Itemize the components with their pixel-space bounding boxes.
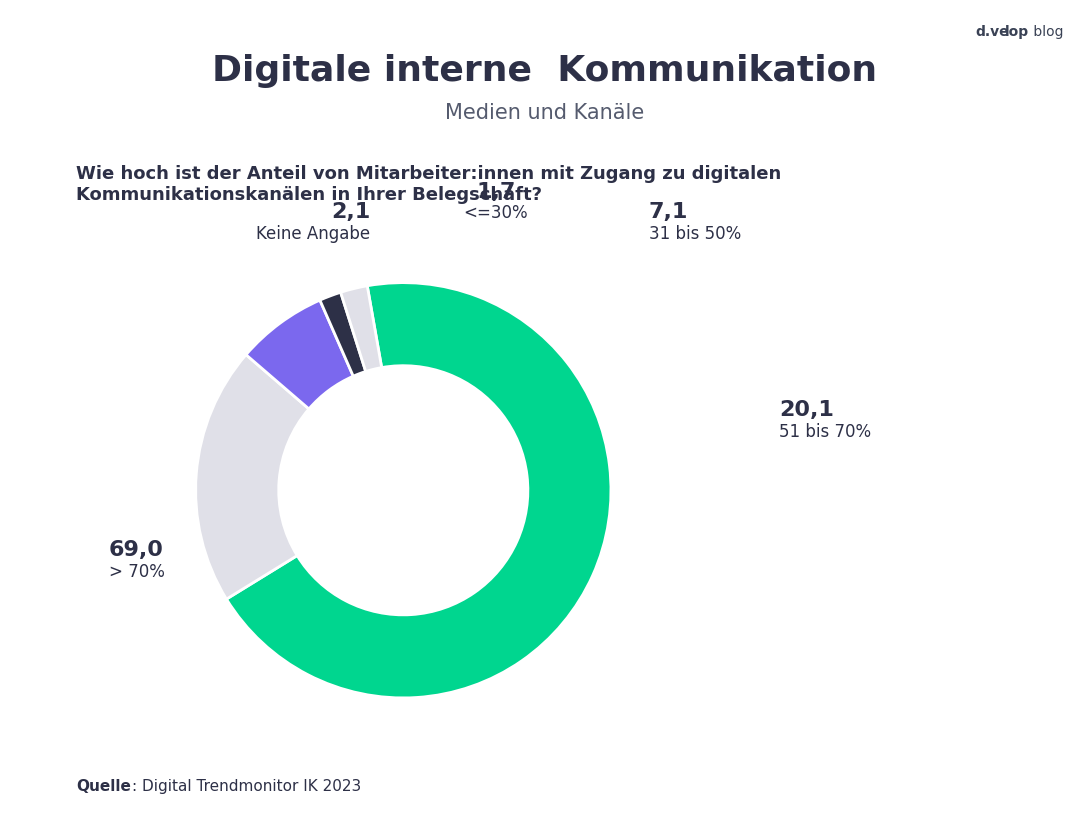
Wedge shape — [246, 300, 353, 409]
Text: Keine Angabe: Keine Angabe — [256, 225, 371, 243]
Wedge shape — [227, 283, 611, 698]
Wedge shape — [319, 293, 366, 377]
Text: 31 bis 50%: 31 bis 50% — [649, 225, 741, 243]
Text: 7,1: 7,1 — [649, 203, 688, 222]
Text: 51 bis 70%: 51 bis 70% — [779, 423, 872, 441]
Text: 69,0: 69,0 — [109, 541, 164, 560]
Wedge shape — [195, 354, 308, 599]
Text: 20,1: 20,1 — [779, 400, 834, 420]
Text: Digitale interne  Kommunikation: Digitale interne Kommunikation — [213, 54, 877, 87]
Text: 2,1: 2,1 — [331, 203, 371, 222]
Text: d.ve: d.ve — [976, 25, 1009, 39]
Text: : Digital Trendmonitor IK 2023: : Digital Trendmonitor IK 2023 — [132, 779, 361, 794]
Text: > 70%: > 70% — [109, 563, 165, 581]
Text: Wie hoch ist der Anteil von Mitarbeiter:innen mit Zugang zu digitalen
Kommunikat: Wie hoch ist der Anteil von Mitarbeiter:… — [76, 165, 782, 204]
Wedge shape — [341, 286, 382, 372]
Text: lop: lop — [1005, 25, 1029, 39]
Text: 1,7: 1,7 — [476, 182, 516, 202]
Text: blog: blog — [1029, 25, 1064, 39]
Text: <=30%: <=30% — [463, 204, 529, 222]
Text: Medien und Kanäle: Medien und Kanäle — [446, 103, 644, 123]
Text: Quelle: Quelle — [76, 779, 131, 794]
